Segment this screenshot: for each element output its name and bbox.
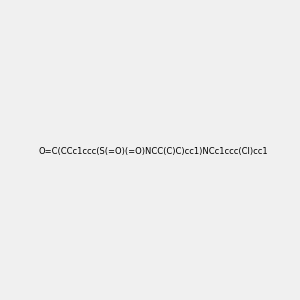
Text: O=C(CCc1ccc(S(=O)(=O)NCC(C)C)cc1)NCc1ccc(Cl)cc1: O=C(CCc1ccc(S(=O)(=O)NCC(C)C)cc1)NCc1ccc…	[39, 147, 268, 156]
